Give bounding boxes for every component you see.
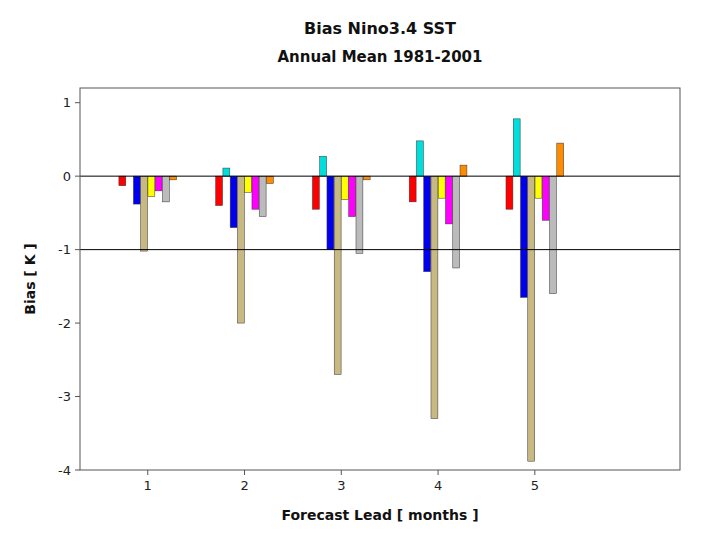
bar [341,176,348,200]
bar [223,168,230,176]
reference-line [80,249,680,250]
bar [542,176,549,220]
x-tick-label: 5 [531,478,539,493]
chart: 1 2 3 4 5 -4 -3 -2 -1 0 1 Forecast Lead [ months ] B… [0,0,720,540]
y-tick-label: -4 [58,463,71,478]
y-tick-label: -3 [58,389,71,404]
y-tick [75,249,80,250]
y-axis-label: Bias [ K ] [22,243,38,315]
bar [528,176,535,461]
bar [155,176,162,191]
bar [513,119,520,176]
bar [356,176,363,253]
y-tick-label: -1 [58,242,71,257]
x-tick-label: 2 [240,478,248,493]
bar [535,176,542,198]
y-tick [75,323,80,324]
y-tick [75,102,80,103]
y-tick [75,470,80,471]
reference-lines [80,176,680,249]
bar [460,165,467,176]
bars [119,119,564,461]
y-tick-label: -2 [58,316,71,331]
bar [416,141,423,176]
subtitle: Annual Mean 1981-2001 [278,48,483,66]
title: Bias Nino3.4 SST [304,19,456,38]
bar [438,176,445,198]
bar [349,176,356,216]
bar [334,176,341,374]
bar [312,176,319,209]
bar [119,176,126,186]
bar [550,176,557,294]
bar [363,176,370,180]
x-tick [534,470,535,475]
x-tick [438,470,439,475]
x-tick-label: 4 [434,478,442,493]
bar [327,176,334,249]
bar [431,176,438,418]
bar [506,176,513,209]
bar [557,143,564,176]
y-tick [75,396,80,397]
x-tick [147,470,148,475]
bar [259,176,266,216]
bar [252,176,259,209]
y-tick [75,176,80,177]
reference-line [80,176,680,177]
y-tick-label: 0 [63,169,71,184]
x-tick [341,470,342,475]
x-tick-label: 3 [337,478,345,493]
bar [446,176,453,224]
bar [409,176,416,202]
bar [148,176,155,197]
bar [453,176,460,268]
bar [320,156,327,176]
bar [170,176,177,180]
bar [266,176,273,183]
bar [162,176,169,202]
bar [216,176,223,205]
x-tick-label: 1 [144,478,152,493]
bar [521,176,528,297]
bar [245,176,252,192]
x-axis-label: Forecast Lead [ months ] [281,507,478,523]
bar [133,176,140,204]
y-tick-label: 1 [63,95,71,110]
bar [230,176,237,227]
bar [141,176,148,251]
plot-frame [80,88,680,470]
bar [424,176,431,272]
x-tick [244,470,245,475]
axes: 1 2 3 4 5 -4 -3 -2 -1 0 1 [58,95,539,493]
